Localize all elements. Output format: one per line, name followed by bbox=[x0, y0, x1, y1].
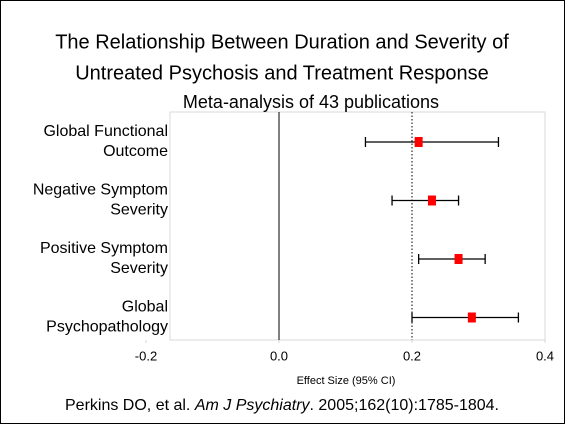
subtitle: Meta-analysis of 43 publications bbox=[183, 92, 439, 112]
point-estimate bbox=[467, 312, 476, 323]
x-tick-label: -0.2 bbox=[135, 348, 157, 363]
y-category-label: Severity bbox=[110, 260, 168, 277]
point-estimate bbox=[427, 195, 436, 206]
x-tick-label: 0.0 bbox=[270, 348, 288, 363]
title-line: Untreated Psychosis and Treatment Respon… bbox=[75, 62, 489, 84]
x-tick-label: 0.2 bbox=[403, 348, 421, 363]
y-category-label: Psychopathology bbox=[46, 319, 168, 336]
x-axis-label: Effect Size (95% CI) bbox=[297, 375, 396, 387]
point-estimate bbox=[454, 254, 463, 264]
x-tick-label: 0.4 bbox=[536, 348, 554, 363]
y-category-label: Outcome bbox=[103, 143, 168, 160]
citation-authors: Perkins DO, et al. bbox=[65, 397, 195, 414]
y-category-label: Global bbox=[122, 299, 168, 316]
citation-journal: Am J Psychiatry bbox=[194, 397, 311, 414]
citation-details: . 2005;162(10):1785-1804. bbox=[310, 397, 499, 414]
y-category-label: Severity bbox=[110, 202, 168, 219]
title-line: The Relationship Between Duration and Se… bbox=[55, 31, 509, 53]
plot-frame bbox=[169, 111, 546, 341]
y-category-label: Global Functional bbox=[43, 123, 168, 140]
point-estimate bbox=[414, 137, 423, 147]
y-category-label: Negative Symptom bbox=[33, 182, 168, 199]
y-category-label: Positive Symptom bbox=[40, 240, 168, 257]
citation: Perkins DO, et al. Am J Psychiatry. 2005… bbox=[65, 397, 499, 414]
